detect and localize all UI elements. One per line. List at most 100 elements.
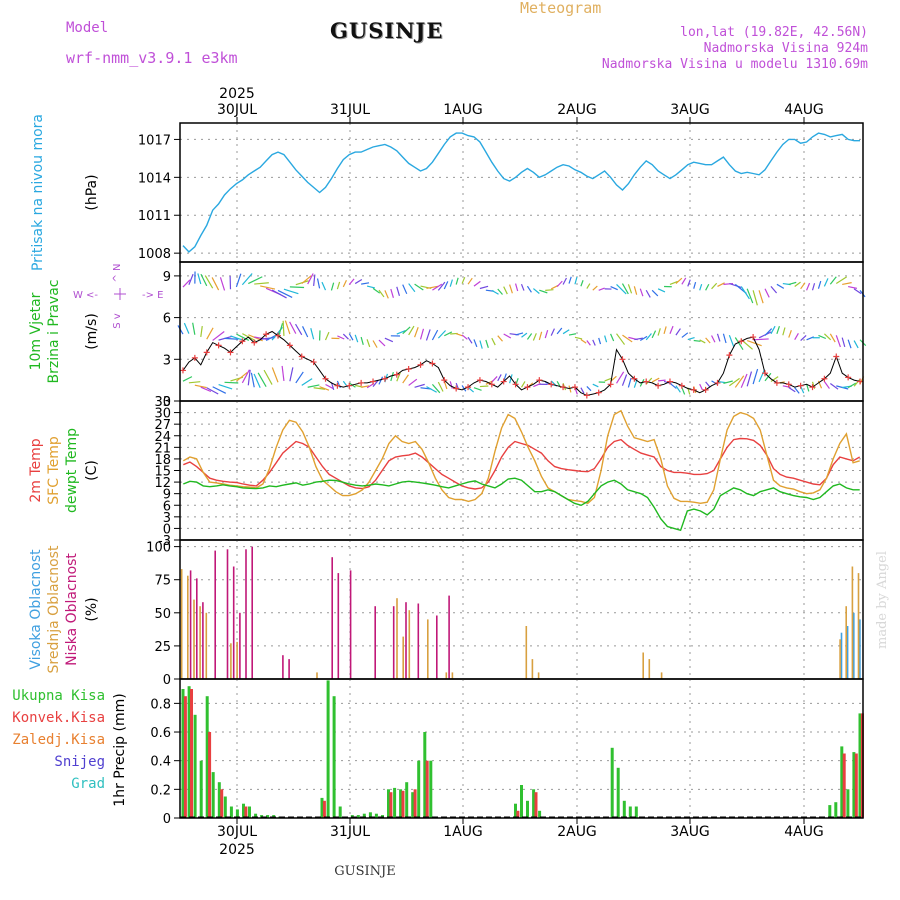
wind-arrow [354, 334, 359, 343]
wind-arrow [461, 334, 468, 340]
y-tick-label: 0.8 [150, 697, 171, 712]
wind-arrow [378, 376, 384, 385]
bar-srednja-oblacnost [236, 641, 238, 679]
wind-arrow [491, 376, 498, 383]
wind-arrow [699, 284, 703, 291]
y-tick-label: 12 [154, 476, 171, 491]
y-tick-label: 18 [154, 453, 171, 468]
wind-arrow [503, 333, 512, 339]
wind-arrow [788, 330, 792, 338]
y-tick-label: 1011 [138, 209, 171, 224]
wind-arrow [574, 277, 578, 285]
wind-arrow [675, 385, 681, 393]
y-axis-label: (C) [84, 460, 100, 481]
wind-arrow [616, 371, 625, 384]
wind-arrow [586, 386, 592, 392]
series-line-sfc-temp [182, 409, 860, 505]
wind-speed-marker [429, 360, 436, 367]
wind-arrow [800, 282, 806, 290]
wind-arrow [467, 386, 475, 393]
bar-ukupna-kisa [248, 806, 251, 818]
wind-speed-marker [690, 386, 697, 393]
bar-ukupna-kisa [634, 806, 638, 818]
wind-arrow [853, 288, 862, 295]
wind-speed-marker [809, 384, 816, 391]
wind-arrow [847, 339, 852, 349]
wind-speed-marker [702, 386, 709, 393]
bar-ukupna-kisa [187, 686, 191, 818]
bar-konvek-kisa [413, 789, 417, 818]
wind-arrow [419, 328, 425, 340]
x-tick-label: 4AUG [784, 102, 824, 118]
wind-speed-marker [286, 342, 293, 349]
precip-legend-entry: Snijeg [54, 754, 105, 770]
y-tick-label: 0.4 [150, 755, 171, 770]
wind-arrow [634, 337, 644, 341]
wind-speed-marker [512, 381, 519, 388]
panel-pressure: 1008 1011 1014 1017 Pritisak na nivou mora (h… [30, 86, 864, 271]
bar-niska-oblacnost [226, 549, 229, 679]
wind-arrow [687, 279, 691, 287]
wind-speed-marker [310, 359, 317, 366]
bar-ukupna-kisa [393, 787, 397, 818]
wind-speed-marker [548, 381, 555, 388]
wind-speed-marker [785, 381, 792, 388]
wind-arrow [283, 288, 299, 295]
bar-ukupna-kisa [411, 792, 415, 818]
bar-ukupna-kisa [828, 805, 832, 818]
x-tick-label: 1AUG [443, 102, 483, 118]
wind-speed-marker [405, 366, 412, 373]
wind-arrow [532, 288, 540, 294]
wind-speed-marker [203, 349, 210, 356]
panel-wind: 0 3 6 9 ^ N S v W <- -> E 10m Vjetar Brzina i Pra… [28, 261, 867, 410]
bar-niska-oblacnost [374, 606, 376, 679]
y-tick-label: 9 [163, 488, 171, 503]
wind-speed-marker [274, 332, 281, 339]
wind-arrow [241, 369, 250, 384]
bar-ukupna-kisa [362, 813, 366, 818]
wind-arrow [835, 276, 847, 285]
bar-ukupna-kisa [622, 800, 626, 818]
wind-arrow [307, 384, 320, 388]
wind-arrow [669, 325, 674, 334]
wind-arrow [485, 339, 489, 349]
wind-arrow [800, 334, 807, 341]
bar-srednja-oblacnost [857, 573, 860, 679]
wind-arrow [390, 371, 394, 382]
wind-speed-marker [833, 353, 840, 360]
bar-konvek-kisa [389, 792, 393, 818]
x-tick-label: 4AUG [784, 824, 824, 840]
wind-arrow [431, 383, 441, 394]
bar-niska-oblacnost [392, 606, 395, 679]
wind-arrow [281, 365, 285, 382]
bar-konvek-kisa [425, 760, 429, 818]
bar-konvek-kisa [322, 800, 326, 818]
wind-arrow [211, 277, 220, 291]
y-axis-label: Visoka Oblacnost [28, 549, 44, 670]
wind-arrow [282, 320, 285, 336]
y-tick-label: 6 [163, 312, 171, 327]
wind-arrow [621, 374, 628, 386]
wind-arrow [330, 282, 335, 291]
wind-speed-marker [750, 334, 757, 341]
y-tick-label: 0 [163, 673, 171, 688]
wind-speed-marker [524, 384, 531, 391]
series-line-dewpt-temp [183, 477, 860, 532]
compass-south: S v [112, 313, 123, 329]
wind-arrow [729, 282, 742, 289]
y-tick-label: 0 [163, 395, 171, 410]
x-tick-label: 3AUG [670, 102, 710, 118]
wind-arrow [461, 277, 466, 284]
wind-arrow [197, 273, 202, 285]
wind-speed-marker [441, 377, 448, 384]
wind-arrow [183, 322, 190, 334]
wind-arrow [342, 279, 347, 288]
wind-arrow [794, 281, 801, 287]
wind-arrow [271, 367, 279, 383]
y-tick-label: 6 [163, 499, 171, 514]
bar-ukupna-kisa [356, 815, 360, 818]
bar-ukupna-kisa [846, 789, 850, 818]
wind-arrow [829, 383, 839, 390]
compass-west: W <- [73, 290, 98, 301]
bar-srednja-oblacnost [445, 672, 448, 679]
